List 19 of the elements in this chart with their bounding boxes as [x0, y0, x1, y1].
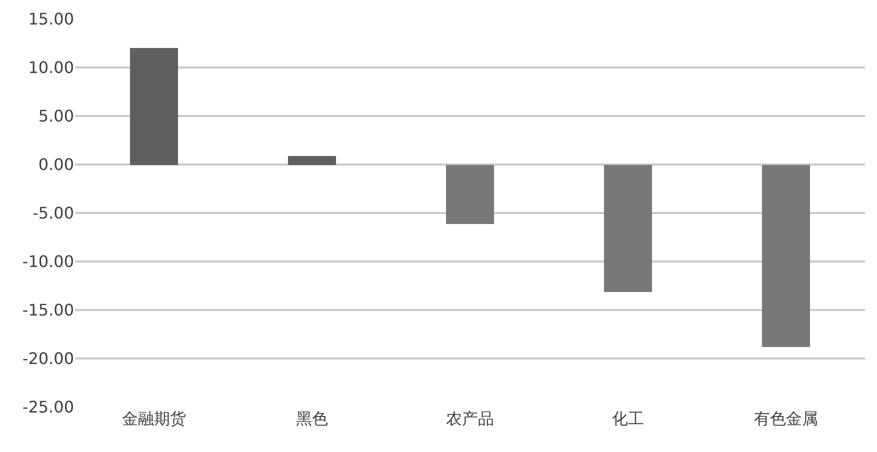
- bar: [762, 165, 810, 347]
- x-tick-label: 黑色: [296, 409, 328, 428]
- x-tick-label: 金融期货: [122, 409, 186, 428]
- y-tick-label: -20.00: [22, 349, 74, 368]
- x-tick-label: 化工: [612, 409, 644, 428]
- y-tick-label: -5.00: [32, 204, 74, 223]
- y-tick-label: 0.00: [38, 155, 74, 174]
- y-tick-label: -10.00: [22, 252, 74, 272]
- bar: [446, 165, 494, 224]
- y-tick-label: 5.00: [38, 106, 74, 126]
- x-tick-label: 有色金属: [754, 409, 818, 428]
- y-tick-label: 10.00: [28, 58, 74, 78]
- bar: [130, 48, 178, 165]
- y-tick-label: -15.00: [22, 300, 74, 320]
- bar: [288, 156, 336, 165]
- bar: [604, 165, 652, 292]
- y-tick-label: -25.00: [22, 398, 74, 417]
- x-tick-label: 农产品: [446, 409, 494, 428]
- y-tick-label: 15.00: [28, 10, 74, 29]
